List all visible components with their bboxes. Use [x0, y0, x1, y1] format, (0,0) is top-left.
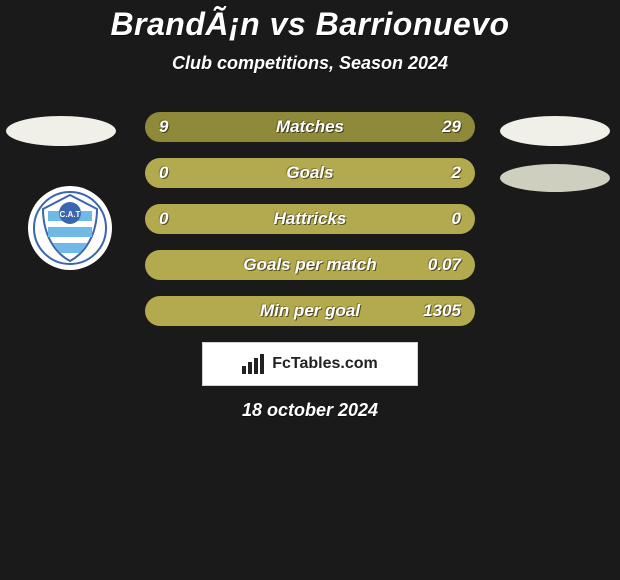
stat-row: 0 Goals 2 — [145, 158, 475, 188]
stat-row: Goals per match 0.07 — [145, 250, 475, 280]
player-right-crest-placeholder-2 — [500, 164, 610, 192]
stat-label: Goals — [286, 163, 333, 183]
player-left-crest-placeholder — [6, 116, 116, 146]
stat-label: Hattricks — [274, 209, 347, 229]
subtitle: Club competitions, Season 2024 — [0, 53, 620, 74]
stat-left-value: 9 — [159, 117, 168, 137]
stat-right-value: 2 — [452, 163, 461, 183]
stat-right-value: 1305 — [423, 301, 461, 321]
stat-label: Matches — [276, 117, 344, 137]
stat-row: 9 Matches 29 — [145, 112, 475, 142]
stat-right-value: 0.07 — [428, 255, 461, 275]
page-title: BrandÃ¡n vs Barrionuevo — [0, 6, 620, 43]
stat-label: Min per goal — [260, 301, 360, 321]
stat-row: 0 Hattricks 0 — [145, 204, 475, 234]
attribution-text: FcTables.com — [272, 355, 378, 373]
stat-left-value: 0 — [159, 209, 168, 229]
svg-text:C.A.T: C.A.T — [60, 210, 81, 219]
bar-chart-icon — [242, 354, 266, 374]
stat-row: Min per goal 1305 — [145, 296, 475, 326]
stat-right-value: 0 — [452, 209, 461, 229]
attribution-badge: FcTables.com — [202, 342, 418, 386]
stats-block: C.A.T 9 Matches 29 0 Goals 2 0 Hattricks 0 Goals … — [0, 112, 620, 421]
infographic-root: BrandÃ¡n vs Barrionuevo Club competition… — [0, 0, 620, 580]
stat-left-value: 0 — [159, 163, 168, 183]
club-badge-left: C.A.T — [28, 186, 112, 270]
date-text: 18 october 2024 — [0, 400, 620, 421]
player-right-crest-placeholder — [500, 116, 610, 146]
stat-label: Goals per match — [243, 255, 376, 275]
shield-icon: C.A.T — [33, 191, 107, 265]
stat-right-value: 29 — [442, 117, 461, 137]
